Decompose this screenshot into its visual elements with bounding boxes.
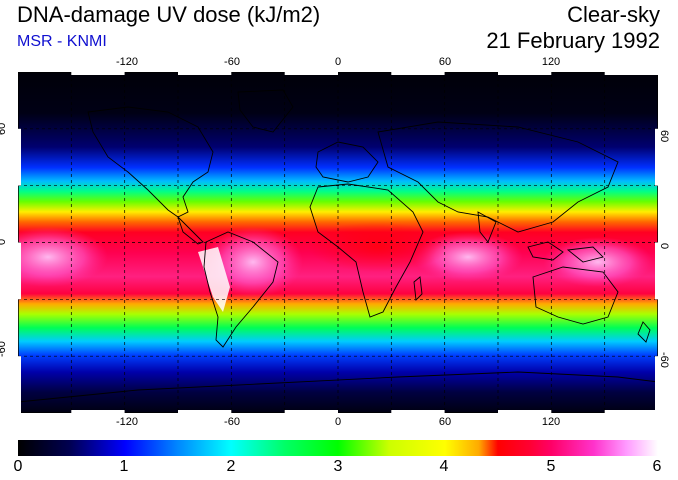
source-label: MSR - KNMI [17, 33, 107, 50]
color-scale-label: 3 [333, 458, 343, 475]
color-scale-label: 2 [226, 458, 236, 475]
lon-tick-top: -120 [115, 56, 139, 68]
lat-tick-left: 60 [0, 122, 8, 135]
lon-tick-top: -60 [224, 56, 240, 68]
lon-tick-bottom: 60 [438, 416, 452, 428]
lat-tick-left: -60 [0, 341, 8, 357]
uv-dose-map [18, 72, 658, 413]
lon-tick-top: 60 [438, 56, 452, 68]
lat-tick-right: 0 [658, 243, 670, 250]
lon-tick-bottom: 120 [541, 416, 561, 428]
uv-maximum-area [18, 227, 108, 287]
lon-tick-bottom: -60 [224, 416, 240, 428]
andes-uv-peak [198, 247, 230, 312]
color-scale-label: 6 [652, 458, 662, 475]
color-scale-bar [18, 440, 658, 456]
lon-tick-bottom: -120 [115, 416, 139, 428]
color-scale-label: 5 [546, 458, 556, 475]
date-label: 21 February 1992 [486, 28, 660, 53]
color-scale-label: 1 [119, 458, 129, 475]
map-title: DNA-damage UV dose (kJ/m2) [17, 2, 321, 27]
coastlines [18, 89, 658, 403]
color-scale-label: 4 [439, 458, 449, 475]
uv-high-area [308, 222, 448, 272]
lon-tick-top: 0 [334, 56, 342, 68]
lat-tick-left: 0 [0, 239, 8, 245]
graticule [18, 72, 658, 413]
lon-tick-bottom: 0 [334, 416, 342, 428]
sky-mode-label: Clear-sky [567, 2, 660, 27]
uv-maximum-area [543, 237, 653, 287]
lon-tick-top: 120 [541, 56, 561, 68]
lat-tick-right: 60 [658, 130, 670, 143]
uv-maximum-area [203, 227, 303, 297]
lat-tick-right: -60 [658, 352, 670, 368]
color-scale-label: 0 [13, 458, 23, 475]
map-frame [18, 72, 658, 413]
